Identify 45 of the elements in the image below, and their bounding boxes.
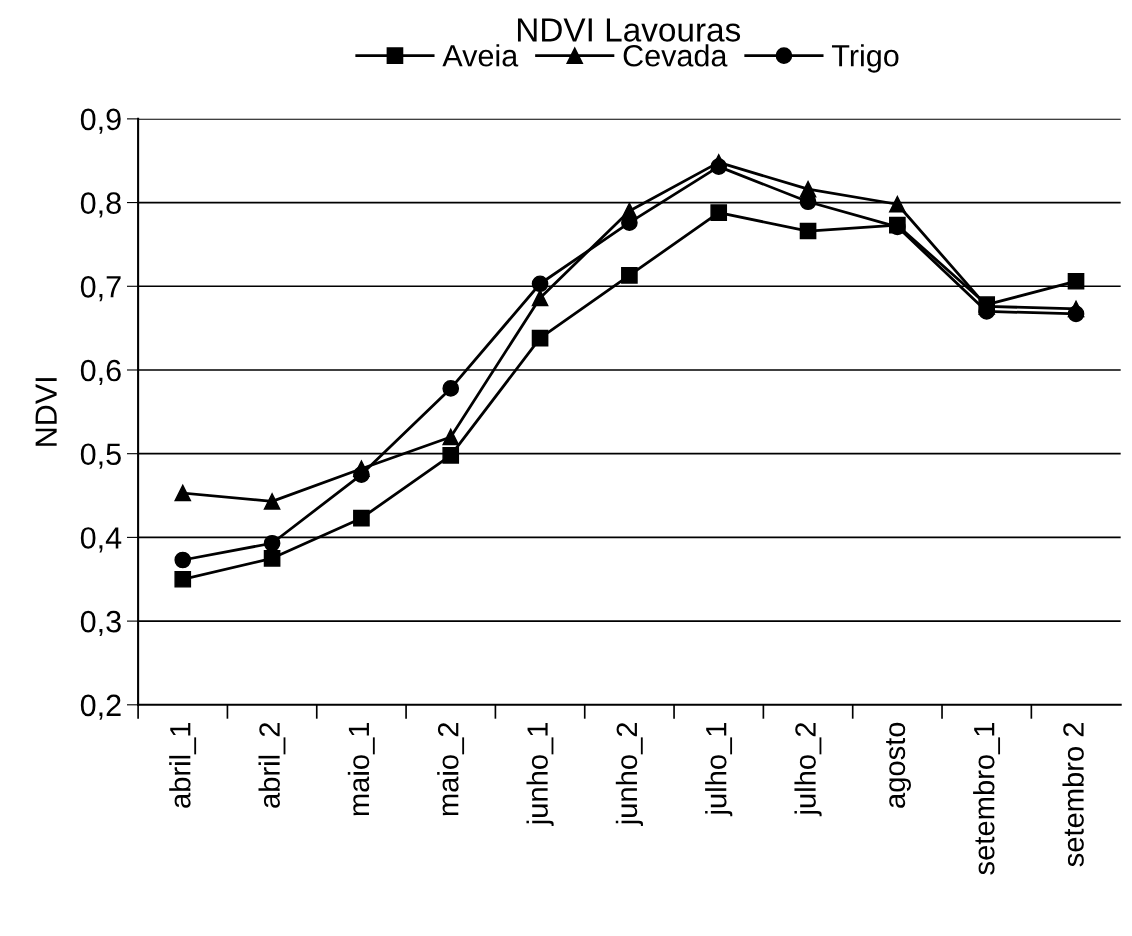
- x-tick-label: julho_1: [705, 722, 733, 817]
- y-tick-label: 0,9: [80, 108, 121, 134]
- point: [1067, 272, 1085, 290]
- point: [263, 534, 281, 552]
- point: [263, 549, 281, 567]
- point: [710, 158, 728, 175]
- point: [353, 509, 370, 527]
- point: [174, 570, 192, 588]
- y-tick-label: 0,8: [80, 192, 121, 218]
- point: [263, 493, 281, 510]
- point: [353, 466, 370, 483]
- x-tick-label: maio_1: [347, 722, 375, 816]
- y-tick-label: 0,2: [80, 694, 121, 720]
- x-tick-label: abril_1: [169, 722, 197, 808]
- point: [442, 447, 460, 464]
- point: [174, 551, 192, 569]
- y-tick-label: 0,3: [80, 610, 121, 637]
- point: [442, 428, 460, 446]
- x-tick-label: abril_2: [258, 722, 286, 808]
- point: [531, 275, 549, 293]
- x-tick-label: junho_2: [615, 722, 643, 826]
- legend-label: Trigo: [831, 44, 899, 73]
- y-tick-label: 0,6: [80, 359, 121, 385]
- legend-label: Cevada: [623, 44, 728, 67]
- x-tick-label: setembro 2: [1062, 722, 1084, 867]
- point: [442, 380, 460, 397]
- point: [799, 222, 817, 240]
- x-tick-label: setembro_1: [973, 722, 1001, 875]
- x-tick-label: maio_2: [437, 722, 465, 816]
- point: [1067, 305, 1085, 323]
- y-tick-label: 0,5: [80, 443, 121, 469]
- y-axis-title: NDVI: [35, 378, 57, 446]
- y-tick-label: 0,4: [80, 527, 122, 553]
- point: [710, 204, 728, 221]
- x-tick-label: agosto: [886, 722, 911, 808]
- point: [531, 329, 549, 347]
- point: [531, 289, 549, 307]
- legend-label: Aveia: [442, 44, 519, 67]
- point: [889, 195, 906, 213]
- point: [621, 267, 638, 284]
- x-tick-label: julho_2: [794, 722, 822, 817]
- x-tick-label: junho_1: [526, 722, 554, 826]
- chart-title: NDVI Lavouras: [517, 18, 741, 42]
- y-tick-label: 0,7: [80, 276, 121, 302]
- point: [174, 484, 192, 502]
